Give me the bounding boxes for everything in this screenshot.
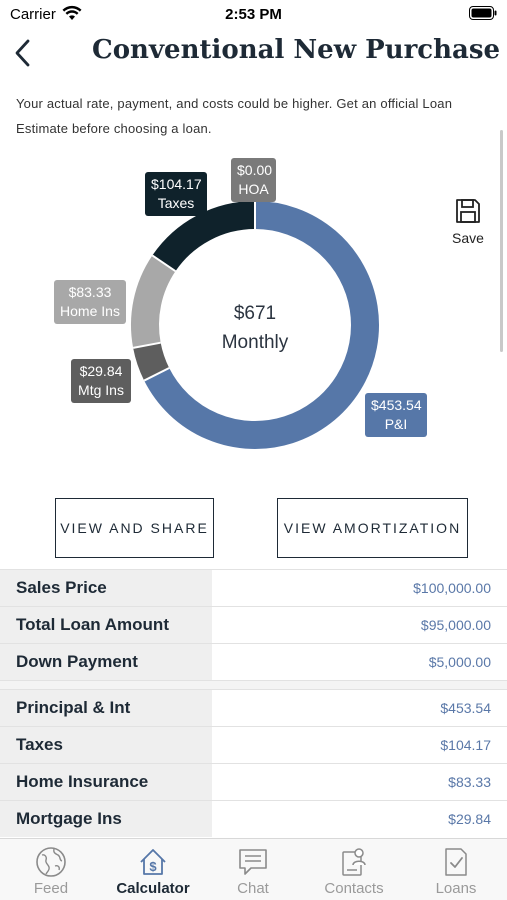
section-divider <box>0 680 507 689</box>
back-chevron-icon[interactable] <box>12 37 36 69</box>
save-label: Save <box>452 230 484 246</box>
taxes-name: Taxes <box>157 195 195 211</box>
hoa-amount: $0.00 <box>237 162 273 178</box>
pi-name: P&I <box>384 416 408 432</box>
pi-slice-label: $453.54 P&I <box>365 393 427 437</box>
table-row: Principal & Int $453.54 <box>0 689 507 726</box>
row-value: $5,000.00 <box>428 654 491 670</box>
tab-calculator[interactable]: $ Calculator <box>108 839 198 900</box>
table-row: Taxes $104.17 <box>0 726 507 763</box>
tab-loans[interactable]: Loans <box>415 839 497 900</box>
nav-bar: Conventional New Purchase <box>0 30 507 74</box>
disclaimer-text: Your actual rate, payment, and costs cou… <box>16 96 453 136</box>
clock: 2:53 PM <box>225 6 282 23</box>
row-value: $29.84 <box>448 811 491 827</box>
row-label: Down Payment <box>0 644 212 680</box>
view-amortization-button[interactable]: VIEW AMORTIZATION <box>277 498 468 558</box>
mtg-ins-slice-label: $29.84 Mtg Ins <box>71 359 131 403</box>
globe-icon <box>36 847 66 877</box>
donut-slice-p-i <box>144 201 379 449</box>
table-row: Down Payment $5,000.00 <box>0 643 507 680</box>
donut-separator <box>132 341 161 349</box>
status-bar: Carrier 2:53 PM <box>0 0 507 30</box>
loan-summary-table: Sales Price $100,000.00 Total Loan Amoun… <box>0 569 507 680</box>
row-value: $83.33 <box>448 774 491 790</box>
row-value: $104.17 <box>440 737 491 753</box>
row-label: Total Loan Amount <box>0 607 212 643</box>
table-row: Home Insurance $83.33 <box>0 763 507 800</box>
table-row: Sales Price $100,000.00 <box>0 569 507 606</box>
monthly-total: $671 <box>233 303 277 324</box>
row-label: Home Insurance <box>0 764 212 800</box>
taxes-amount: $104.17 <box>151 176 202 192</box>
home-ins-amount: $83.33 <box>68 284 112 300</box>
battery-icon <box>469 6 497 20</box>
donut-separator <box>151 254 177 273</box>
mtg-ins-name: Mtg Ins <box>78 382 124 398</box>
row-label: Principal & Int <box>0 690 212 726</box>
wifi-icon <box>62 5 82 20</box>
donut-separator <box>143 367 170 382</box>
scroll-indicator[interactable] <box>500 130 503 352</box>
payment-breakdown-table: Principal & Int $453.54 Taxes $104.17 Ho… <box>0 689 507 837</box>
row-label: Taxes <box>0 727 212 763</box>
tab-label: Contacts <box>324 880 384 897</box>
tab-feed[interactable]: Feed <box>10 839 92 900</box>
loans-icon <box>445 848 467 876</box>
calculator-icon: $ <box>140 849 166 875</box>
tab-label: Feed <box>33 880 69 897</box>
mtg-ins-amount: $29.84 <box>79 363 123 379</box>
home-ins-slice-label: $83.33 Home Ins <box>54 280 126 324</box>
row-value: $453.54 <box>440 700 491 716</box>
donut-slice-taxes <box>152 201 256 272</box>
donut-slice-home-ins <box>131 255 176 348</box>
view-and-share-button[interactable]: VIEW AND SHARE <box>55 498 214 558</box>
row-label: Mortgage Ins <box>0 801 212 837</box>
tab-label: Calculator <box>116 880 190 897</box>
monthly-label: Monthly <box>221 332 289 353</box>
row-value: $100,000.00 <box>413 580 491 596</box>
pi-amount: $453.54 <box>371 397 422 413</box>
svg-text:$: $ <box>149 859 157 874</box>
payment-donut-chart <box>131 201 379 449</box>
tab-contacts[interactable]: Contacts <box>313 839 395 900</box>
table-row: Total Loan Amount $95,000.00 <box>0 606 507 643</box>
save-button[interactable]: Save <box>446 198 490 246</box>
row-value: $95,000.00 <box>420 617 491 633</box>
hoa-name: HOA <box>238 181 269 197</box>
row-label: Sales Price <box>0 570 212 606</box>
page-title: Conventional New Purchase <box>92 35 501 65</box>
save-icon <box>456 199 480 223</box>
home-ins-name: Home Ins <box>60 303 120 319</box>
tab-chat[interactable]: Chat <box>212 839 294 900</box>
taxes-slice-label: $104.17 Taxes <box>145 172 207 216</box>
chat-icon <box>239 849 267 875</box>
tab-bar: Feed $ Calculator Chat Contacts Loans <box>0 838 507 900</box>
hoa-slice-label: $0.00 HOA <box>231 158 276 202</box>
contacts-icon <box>342 848 366 876</box>
tab-label: Loans <box>435 880 477 897</box>
carrier-label: Carrier <box>10 6 56 23</box>
tab-label: Chat <box>237 880 269 897</box>
table-row: Mortgage Ins $29.84 <box>0 800 507 837</box>
